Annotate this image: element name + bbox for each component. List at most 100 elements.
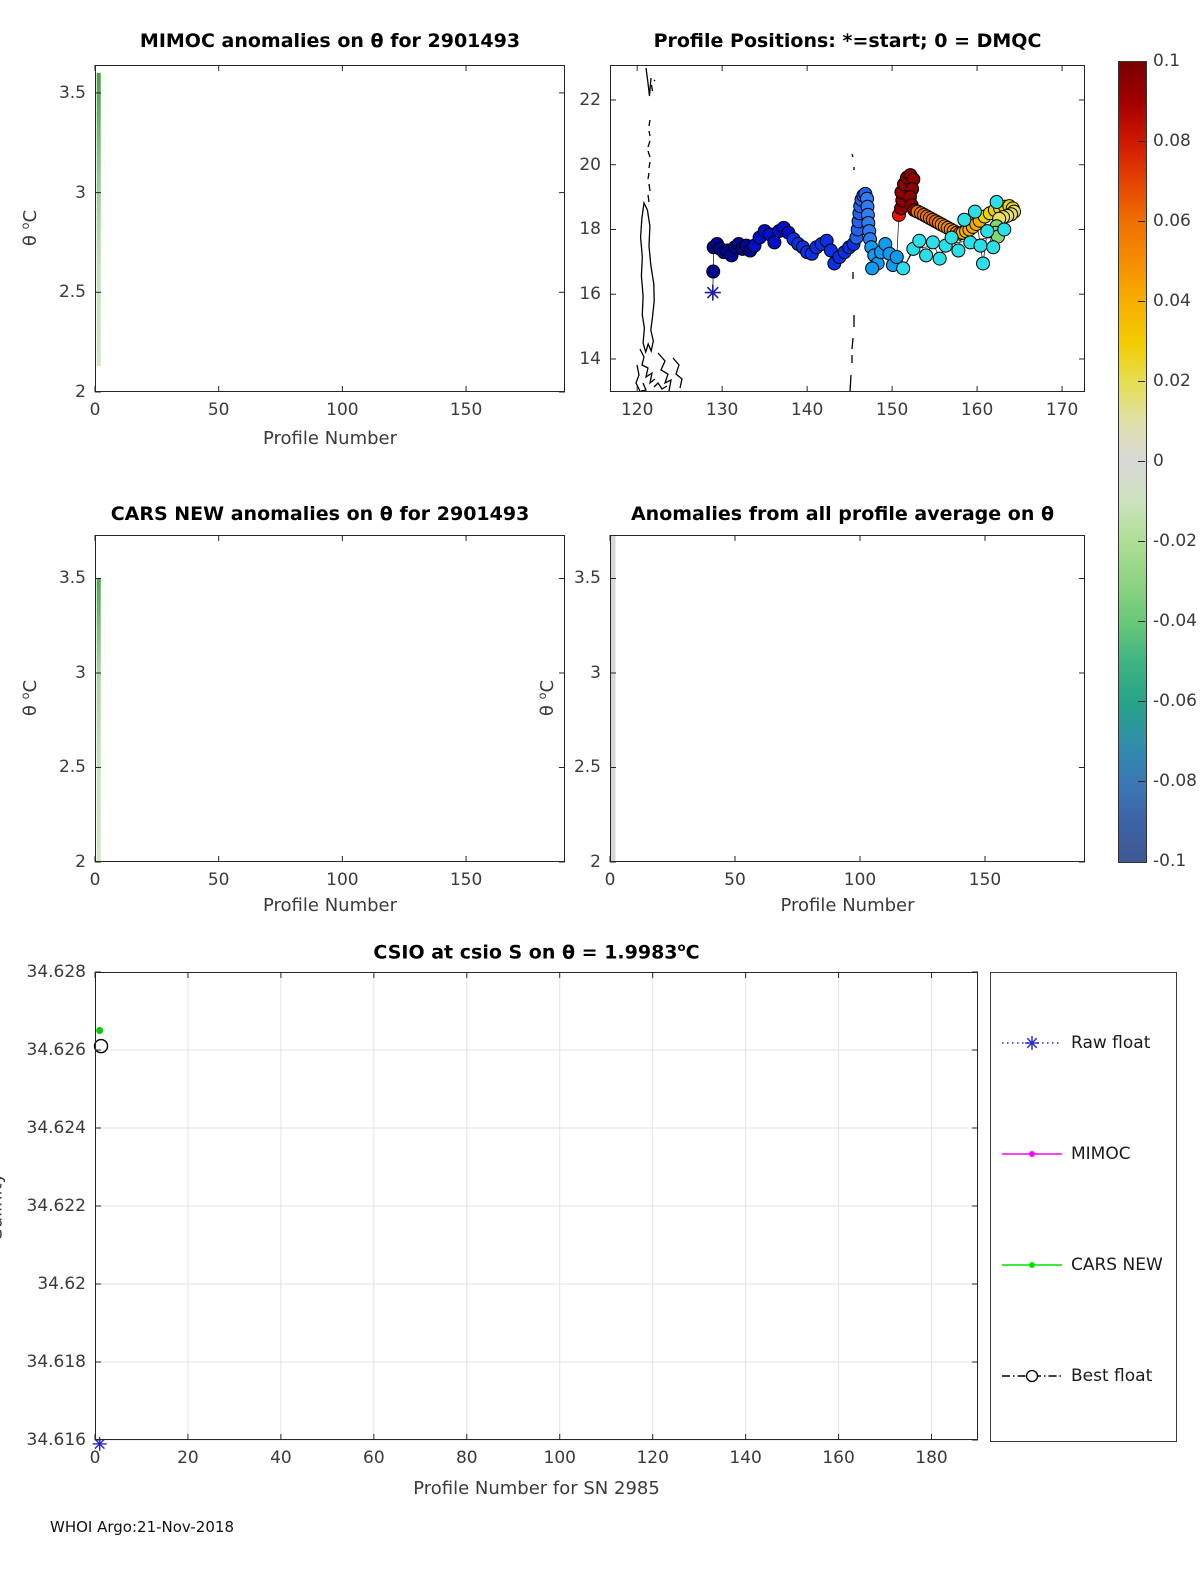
legend-item-raw-float: Raw float: [1001, 1033, 1151, 1053]
profile-position-dot: [944, 230, 959, 245]
csio-xlabel: Profile Number for SN 2985: [413, 1478, 660, 1499]
profile-position-dot: [976, 256, 991, 271]
colorbar-tick: [1138, 301, 1145, 302]
csio-ylabel: Salinity: [0, 1172, 7, 1240]
cars-new-ylabel: θ oC: [19, 680, 41, 716]
cars-new-line-marker-icon: [1002, 1262, 1062, 1268]
y-tick-label: 2: [590, 852, 601, 872]
y-tick-label: 16: [579, 284, 601, 305]
profile-position-dot: [865, 261, 880, 276]
coastline: [635, 67, 855, 393]
profile-position-dot: [973, 238, 988, 253]
colorbar-tick-label: -0.1: [1153, 851, 1187, 871]
mimoc-ylabel-sup: o: [19, 222, 32, 230]
y-tick-label: 3: [590, 662, 601, 683]
profile-position-dot: [889, 249, 904, 264]
colorbar-tick: [1138, 621, 1145, 622]
colorbar-tick-label: 0.06: [1153, 211, 1191, 231]
profile-positions-title: Profile Positions: *=start; 0 = DMQC: [653, 30, 1042, 52]
best-float-line-marker-icon: [1002, 1369, 1062, 1383]
colorbar-tick-label: 0.04: [1153, 291, 1191, 311]
y-tick-label: 18: [579, 219, 601, 240]
profile-position-dot: [986, 240, 1001, 255]
colorbar-tick: [1138, 381, 1145, 382]
all-average-ylabel-sup: o: [536, 692, 549, 700]
colorbar-tick-label: 0.1: [1153, 51, 1181, 71]
all-average-ylabel-text: θ: [537, 699, 558, 717]
x-tick-label: 140: [790, 400, 824, 420]
y-tick-label: 2.5: [58, 282, 86, 303]
csio-plot-title: CSIO at csio S on θ = 1.9983oC: [95, 940, 978, 963]
x-tick-label: 50: [724, 870, 746, 890]
x-tick-label: 0: [89, 400, 101, 420]
y-tick-label: 22: [579, 89, 601, 110]
legend: Raw float MIMOC CARS NEW Best float: [990, 972, 1177, 1442]
all-average-ylabel: θ oC: [536, 680, 558, 716]
y-tick-label: 3.5: [58, 568, 86, 589]
profile-position-dot: [997, 222, 1012, 237]
legend-label-mimoc: MIMOC: [1071, 1144, 1131, 1164]
x-tick-label: 130: [705, 400, 739, 420]
colorbar: [1118, 61, 1147, 863]
x-tick-label: 0: [89, 1448, 101, 1468]
mimoc-xlabel: Profile Number: [263, 428, 397, 449]
cars-new-ylabel-unit: C: [20, 679, 41, 693]
x-tick-label: 140: [729, 1448, 762, 1468]
colorbar-tick-label: 0: [1153, 451, 1164, 471]
y-tick-label: 3: [75, 662, 86, 683]
csio-axes: [92, 971, 978, 1451]
x-tick-label: 170: [1045, 400, 1079, 420]
y-tick-label: 2: [75, 382, 86, 402]
x-tick-label: 150: [875, 400, 909, 420]
legend-label-raw-float: Raw float: [1071, 1033, 1151, 1053]
y-tick-label: 34.62: [37, 1274, 86, 1294]
cars-new-ylabel-text: θ: [20, 699, 41, 717]
y-tick-label: 3.5: [58, 82, 86, 103]
y-tick-label: 3: [75, 182, 86, 203]
profile-position-dot: [932, 251, 947, 266]
colorbar-tick-label: 0.02: [1153, 371, 1191, 391]
cars-new-ylabel-sup: o: [19, 692, 32, 700]
profile-position-dot: [925, 235, 940, 250]
mimoc-axes: [94, 65, 565, 393]
y-tick-label: 34.628: [26, 962, 86, 982]
y-tick-label: 2.5: [58, 757, 86, 778]
colorbar-tick: [1138, 461, 1145, 462]
legend-item-best-float: Best float: [1001, 1366, 1153, 1386]
profile-positions-axes: [610, 65, 1085, 393]
profile-position-dot: [912, 233, 927, 248]
all-average-axes: [609, 535, 1085, 863]
y-tick-label: 34.618: [26, 1352, 86, 1372]
legend-label-cars-new: CARS NEW: [1071, 1255, 1163, 1275]
colorbar-tick-label: -0.02: [1153, 531, 1197, 551]
colorbar-tick-label: -0.04: [1153, 611, 1197, 631]
colorbar-tick-label: 0.08: [1153, 131, 1191, 151]
y-tick-label: 3.5: [573, 568, 601, 589]
mimoc-ylabel-text: θ: [20, 229, 41, 247]
x-tick-label: 100: [843, 870, 877, 890]
profile-position-dot: [989, 194, 1004, 209]
cars-new-axes: [94, 535, 565, 863]
mimoc-line-marker-icon: [1002, 1151, 1062, 1157]
colorbar-tick-label: -0.08: [1153, 771, 1197, 791]
figure-footer: WHOI Argo:21-Nov-2018: [50, 1518, 234, 1536]
x-tick-label: 50: [207, 400, 230, 420]
x-tick-label: 100: [326, 400, 359, 420]
csio-title-unit: C: [685, 941, 700, 964]
y-tick-label: 34.626: [26, 1040, 86, 1060]
x-tick-label: 20: [177, 1448, 199, 1468]
colorbar-tick: [1138, 141, 1145, 142]
profile-position-dot: [980, 224, 995, 239]
mimoc-ylabel-unit: C: [20, 209, 41, 223]
x-tick-label: 80: [455, 1448, 478, 1468]
legend-item-mimoc: MIMOC: [1001, 1144, 1131, 1164]
colorbar-tick: [1138, 221, 1145, 222]
x-tick-label: 0: [89, 870, 101, 890]
colorbar-tick: [1138, 701, 1145, 702]
mimoc-ylabel: θ oC: [19, 210, 41, 246]
legend-label-best-float: Best float: [1071, 1366, 1153, 1386]
x-tick-label: 100: [326, 870, 359, 890]
y-tick-label: 20: [579, 154, 601, 175]
profile-position-dot: [951, 243, 966, 258]
start-marker: [704, 284, 721, 301]
